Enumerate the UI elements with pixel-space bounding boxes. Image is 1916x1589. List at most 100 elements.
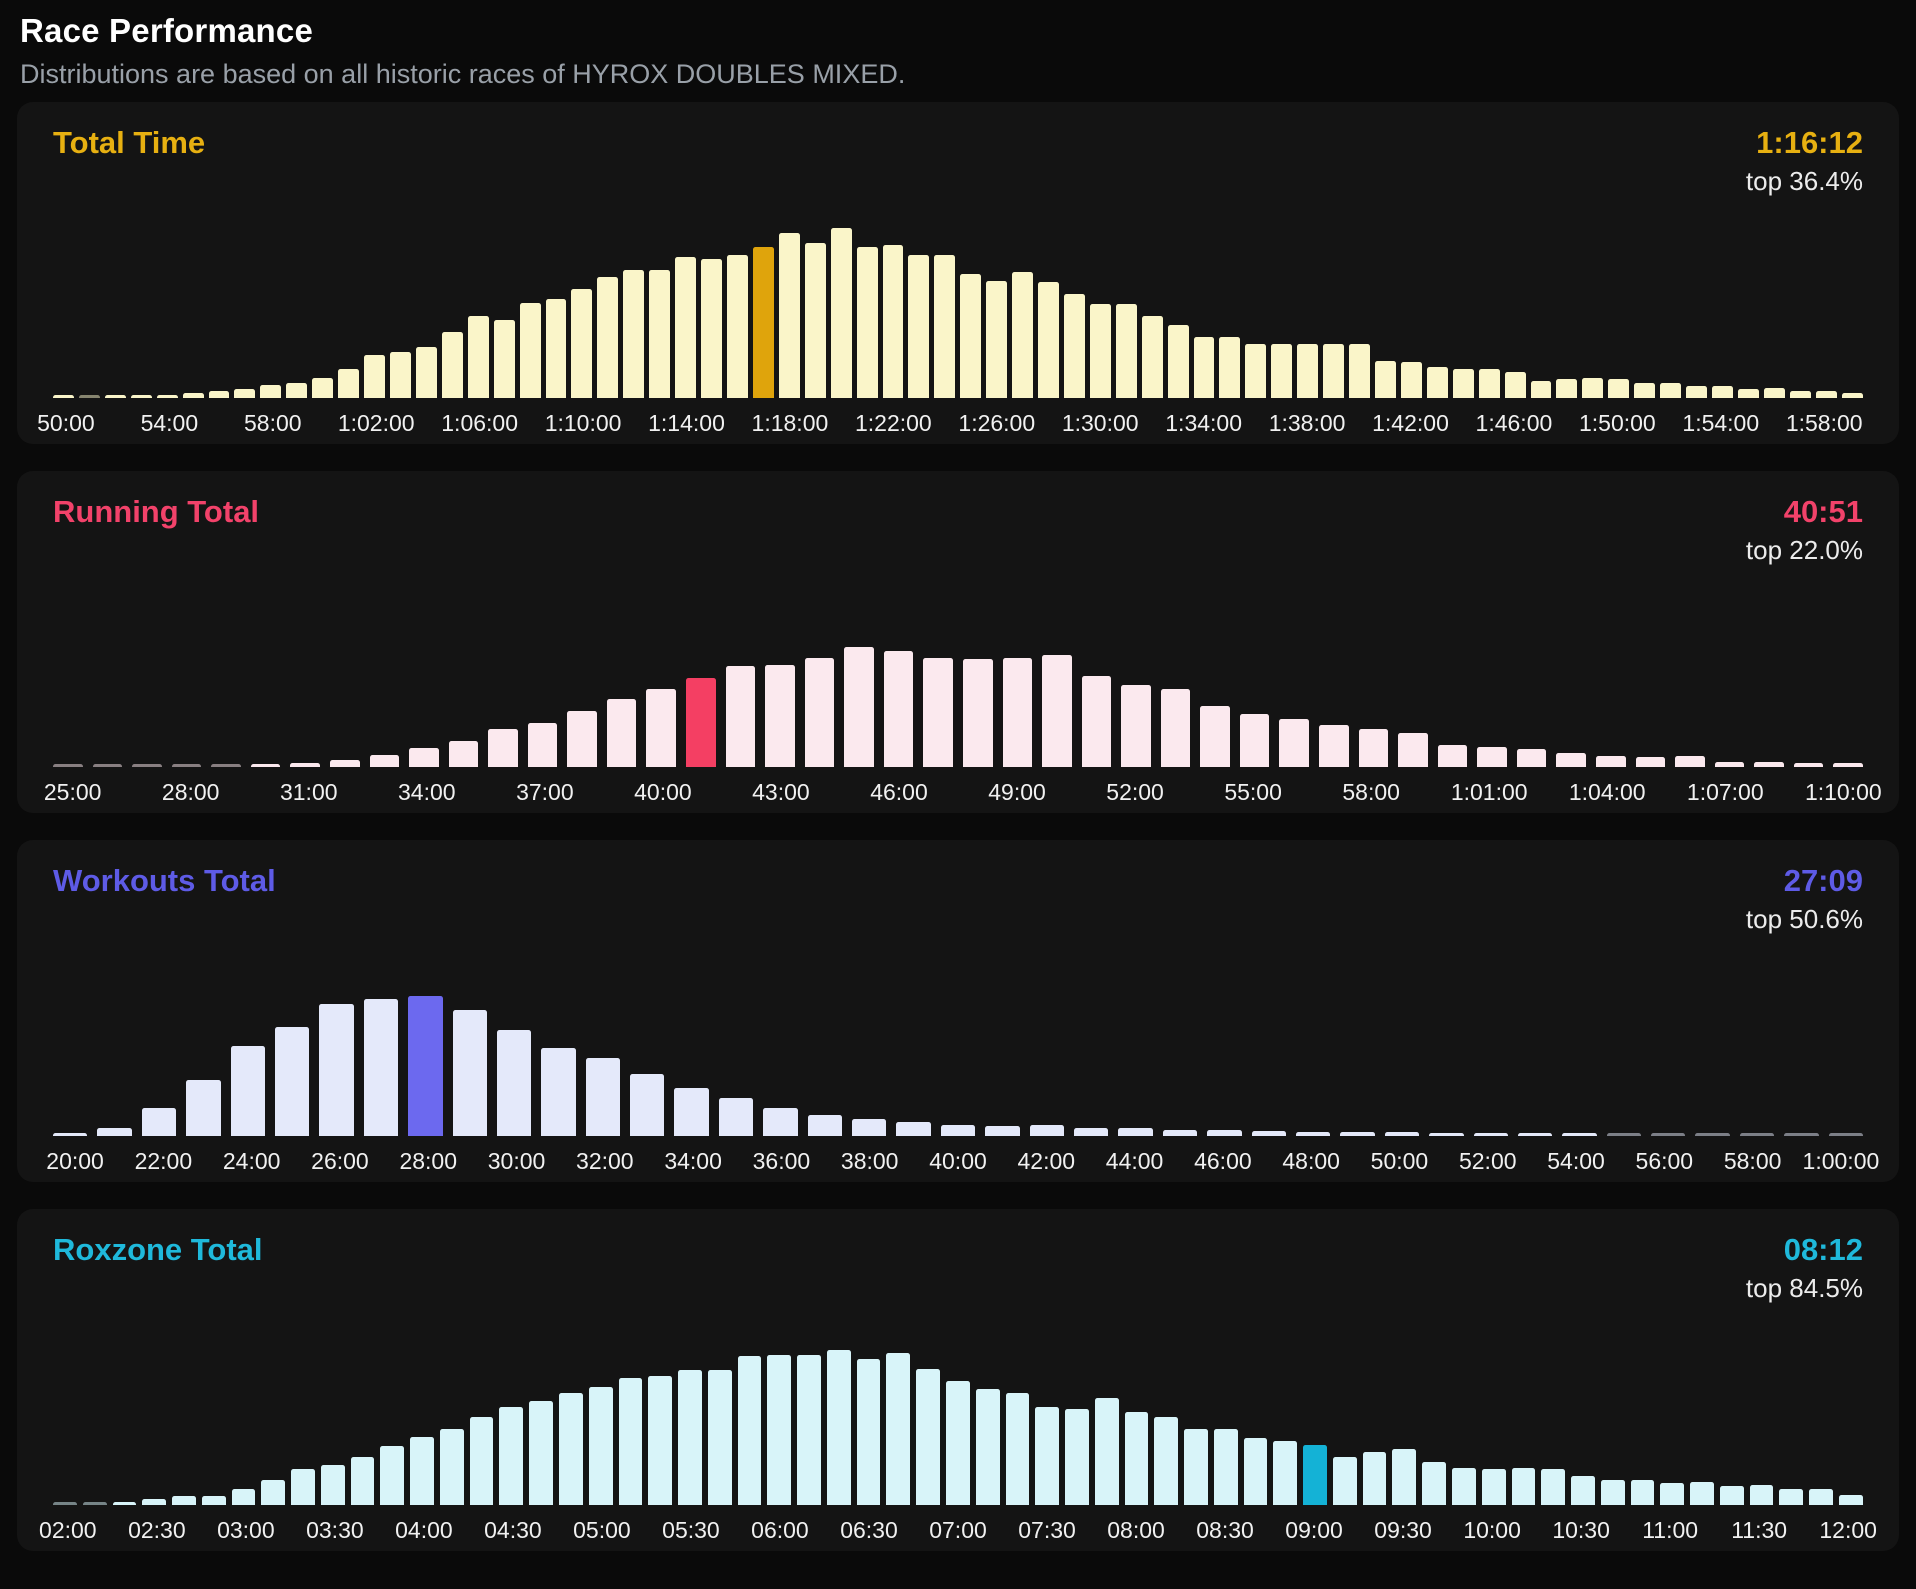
bar (1556, 379, 1578, 398)
bar (1243, 1438, 1268, 1505)
axis-tick-label: 55:00 (1224, 779, 1282, 805)
histogram-roxzone-total: 02:00 02:30 03:00 03:30 04:00 04:30 05:00 05:30… (39, 1305, 1877, 1543)
axis-tick-label: 1:54:00 (1682, 410, 1760, 436)
bar (1400, 362, 1422, 398)
athlete-stats: 1:16:12 top 36.4% (1746, 124, 1863, 197)
axis-tick-label: 24:00 (222, 1148, 281, 1174)
axis-tick-label: 28:00 (399, 1148, 458, 1174)
axis-ticks: 02:00 02:30 03:00 03:30 04:00 04:30 05:00 05:30… (39, 1505, 1877, 1543)
bar (986, 281, 1008, 398)
axis-tick-label: 08:00 (1107, 1517, 1165, 1543)
bar (231, 1489, 256, 1505)
bar (1784, 1133, 1819, 1136)
bar (975, 1389, 1000, 1505)
bar (1319, 725, 1349, 767)
bar (1719, 1486, 1744, 1505)
athlete-percentile: top 84.5% (1745, 1273, 1863, 1303)
bar (618, 1378, 643, 1505)
bar (1481, 1469, 1506, 1505)
bar (545, 299, 567, 398)
bar (571, 289, 593, 398)
bar (1473, 1133, 1508, 1136)
bar (208, 391, 230, 398)
axis-tick-label: 02:30 (128, 1517, 186, 1543)
bar (1511, 1468, 1536, 1505)
bar (1571, 1476, 1595, 1505)
bar (1530, 381, 1552, 398)
bar (737, 1356, 762, 1505)
bar (1273, 1441, 1298, 1505)
bar (1035, 1407, 1060, 1505)
bar (410, 1437, 434, 1505)
bar (1193, 337, 1215, 398)
bar (1094, 1398, 1119, 1505)
bar (844, 647, 874, 767)
axis-tick-label: 58:00 (244, 410, 302, 436)
bar (886, 1353, 911, 1505)
bar (1323, 344, 1345, 398)
bar (130, 395, 152, 398)
bar (312, 378, 334, 398)
bar (260, 385, 282, 398)
bar (1340, 1132, 1375, 1136)
page-header: Race Performance Distributions are based… (0, 0, 1916, 102)
bar (1038, 282, 1059, 398)
axis-tick-label: 58:00 (1723, 1148, 1782, 1174)
bar (1239, 714, 1270, 767)
bar (1660, 383, 1682, 398)
bar (797, 1355, 821, 1505)
axis-tick-label: 07:00 (929, 1517, 987, 1543)
axis-tick-label: 54:00 (140, 410, 199, 436)
bar (274, 1027, 310, 1136)
page-subtitle: Distributions are based on all historic … (20, 59, 906, 89)
bar (675, 257, 697, 398)
bar (678, 1370, 702, 1505)
bar (142, 1499, 167, 1505)
bars (53, 198, 1863, 398)
highlighted-bar (752, 247, 774, 398)
bar (945, 1381, 970, 1505)
bar (172, 1496, 196, 1505)
athlete-value: 08:12 (1783, 1232, 1863, 1267)
bar (1451, 1468, 1476, 1505)
bar (452, 1010, 487, 1136)
axis-tick-label: 46:00 (1194, 1148, 1252, 1174)
histogram-running-total: 25:00 28:00 31:00 34:00 37:00 40:00 43:00 46:00… (44, 567, 1882, 805)
bar (1838, 1495, 1863, 1505)
chart-card-header: Total Time 1:16:12 top 36.4% (53, 124, 1863, 198)
bar (211, 764, 241, 767)
bar (883, 651, 914, 767)
bar (53, 764, 83, 767)
axis-tick-label: 52:00 (1106, 779, 1164, 805)
axis-tick-label: 50:00 (1370, 1148, 1429, 1174)
bar (1634, 383, 1656, 398)
axis-tick-label: 1:34:00 (1165, 410, 1243, 436)
bar (1162, 1130, 1198, 1136)
chart-title: Total Time (53, 125, 206, 160)
bar (1332, 1457, 1357, 1505)
bar (369, 755, 400, 767)
bar (104, 395, 126, 398)
bar (767, 1355, 792, 1505)
bar (649, 270, 671, 398)
page-title: Race Performance (20, 12, 314, 49)
axis-tick-label: 32:00 (576, 1148, 634, 1174)
bar (597, 277, 619, 398)
bar (1595, 756, 1626, 767)
bar (1398, 733, 1428, 767)
bar (778, 233, 800, 398)
chart-card-header: Running Total 40:51 top 22.0% (53, 493, 1863, 567)
bar (1375, 361, 1396, 398)
bar (856, 247, 878, 398)
axis-tick-label: 30:00 (487, 1148, 546, 1174)
athlete-percentile: top 36.4% (1745, 166, 1863, 196)
chart-card-workouts-total: Workouts Total 27:09 top 50.6% 20:00 22:0… (17, 840, 1899, 1182)
bar (1690, 1482, 1714, 1505)
axis-tick-label: 56:00 (1635, 1148, 1694, 1174)
athlete-percentile: top 50.6% (1745, 904, 1863, 934)
bar (807, 1115, 843, 1136)
bar (488, 729, 518, 767)
axis-tick-label: 1:50:00 (1578, 410, 1656, 436)
axis-tick-label: 08:30 (1196, 1517, 1254, 1543)
chart-title: Workouts Total (53, 863, 276, 898)
